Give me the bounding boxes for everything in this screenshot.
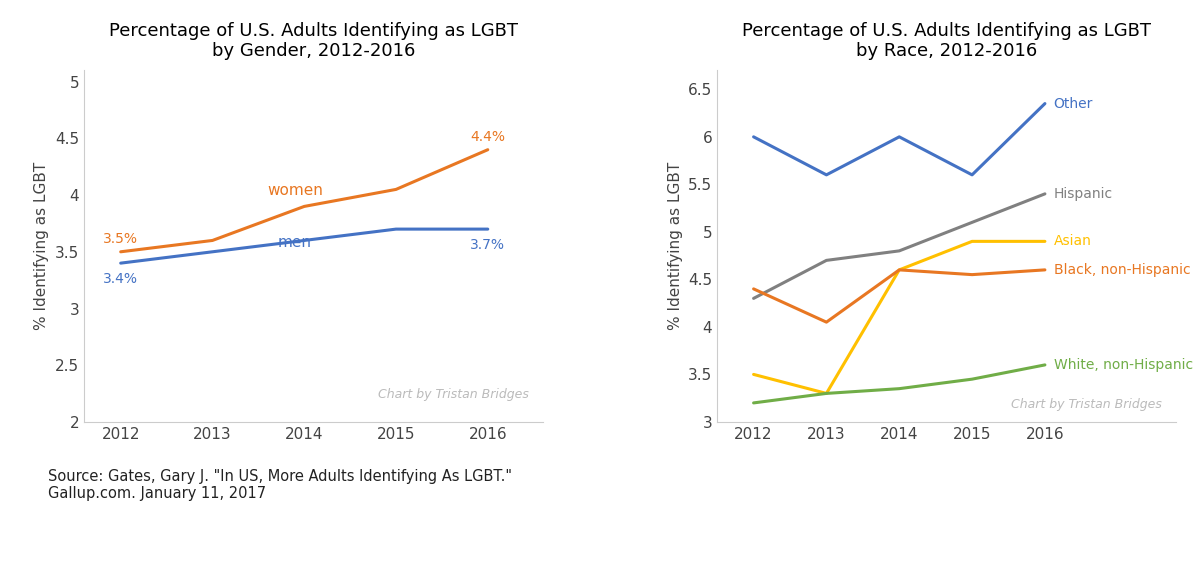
- Title: Percentage of U.S. Adults Identifying as LGBT
by Gender, 2012-2016: Percentage of U.S. Adults Identifying as…: [109, 22, 518, 60]
- Title: Percentage of U.S. Adults Identifying as LGBT
by Race, 2012-2016: Percentage of U.S. Adults Identifying as…: [742, 22, 1151, 60]
- Text: 4.4%: 4.4%: [470, 130, 505, 144]
- Text: Other: Other: [1054, 97, 1093, 111]
- Y-axis label: % Identifying as LGBT: % Identifying as LGBT: [35, 162, 49, 331]
- Text: 3.4%: 3.4%: [103, 271, 138, 285]
- Text: Asian: Asian: [1054, 234, 1092, 248]
- Y-axis label: % Identifying as LGBT: % Identifying as LGBT: [667, 162, 683, 331]
- Text: Hispanic: Hispanic: [1054, 187, 1112, 201]
- Text: Source: Gates, Gary J. "In US, More Adults Identifying As LGBT."
Gallup.com. Jan: Source: Gates, Gary J. "In US, More Adul…: [48, 469, 512, 501]
- Text: 3.7%: 3.7%: [470, 237, 505, 251]
- Text: 3.5%: 3.5%: [103, 233, 138, 247]
- Text: Chart by Tristan Bridges: Chart by Tristan Bridges: [1012, 398, 1163, 411]
- Text: Black, non-Hispanic: Black, non-Hispanic: [1054, 263, 1190, 277]
- Text: Chart by Tristan Bridges: Chart by Tristan Bridges: [378, 388, 529, 401]
- Text: women: women: [268, 183, 323, 199]
- Text: White, non-Hispanic: White, non-Hispanic: [1054, 358, 1193, 372]
- Text: men: men: [278, 234, 312, 250]
